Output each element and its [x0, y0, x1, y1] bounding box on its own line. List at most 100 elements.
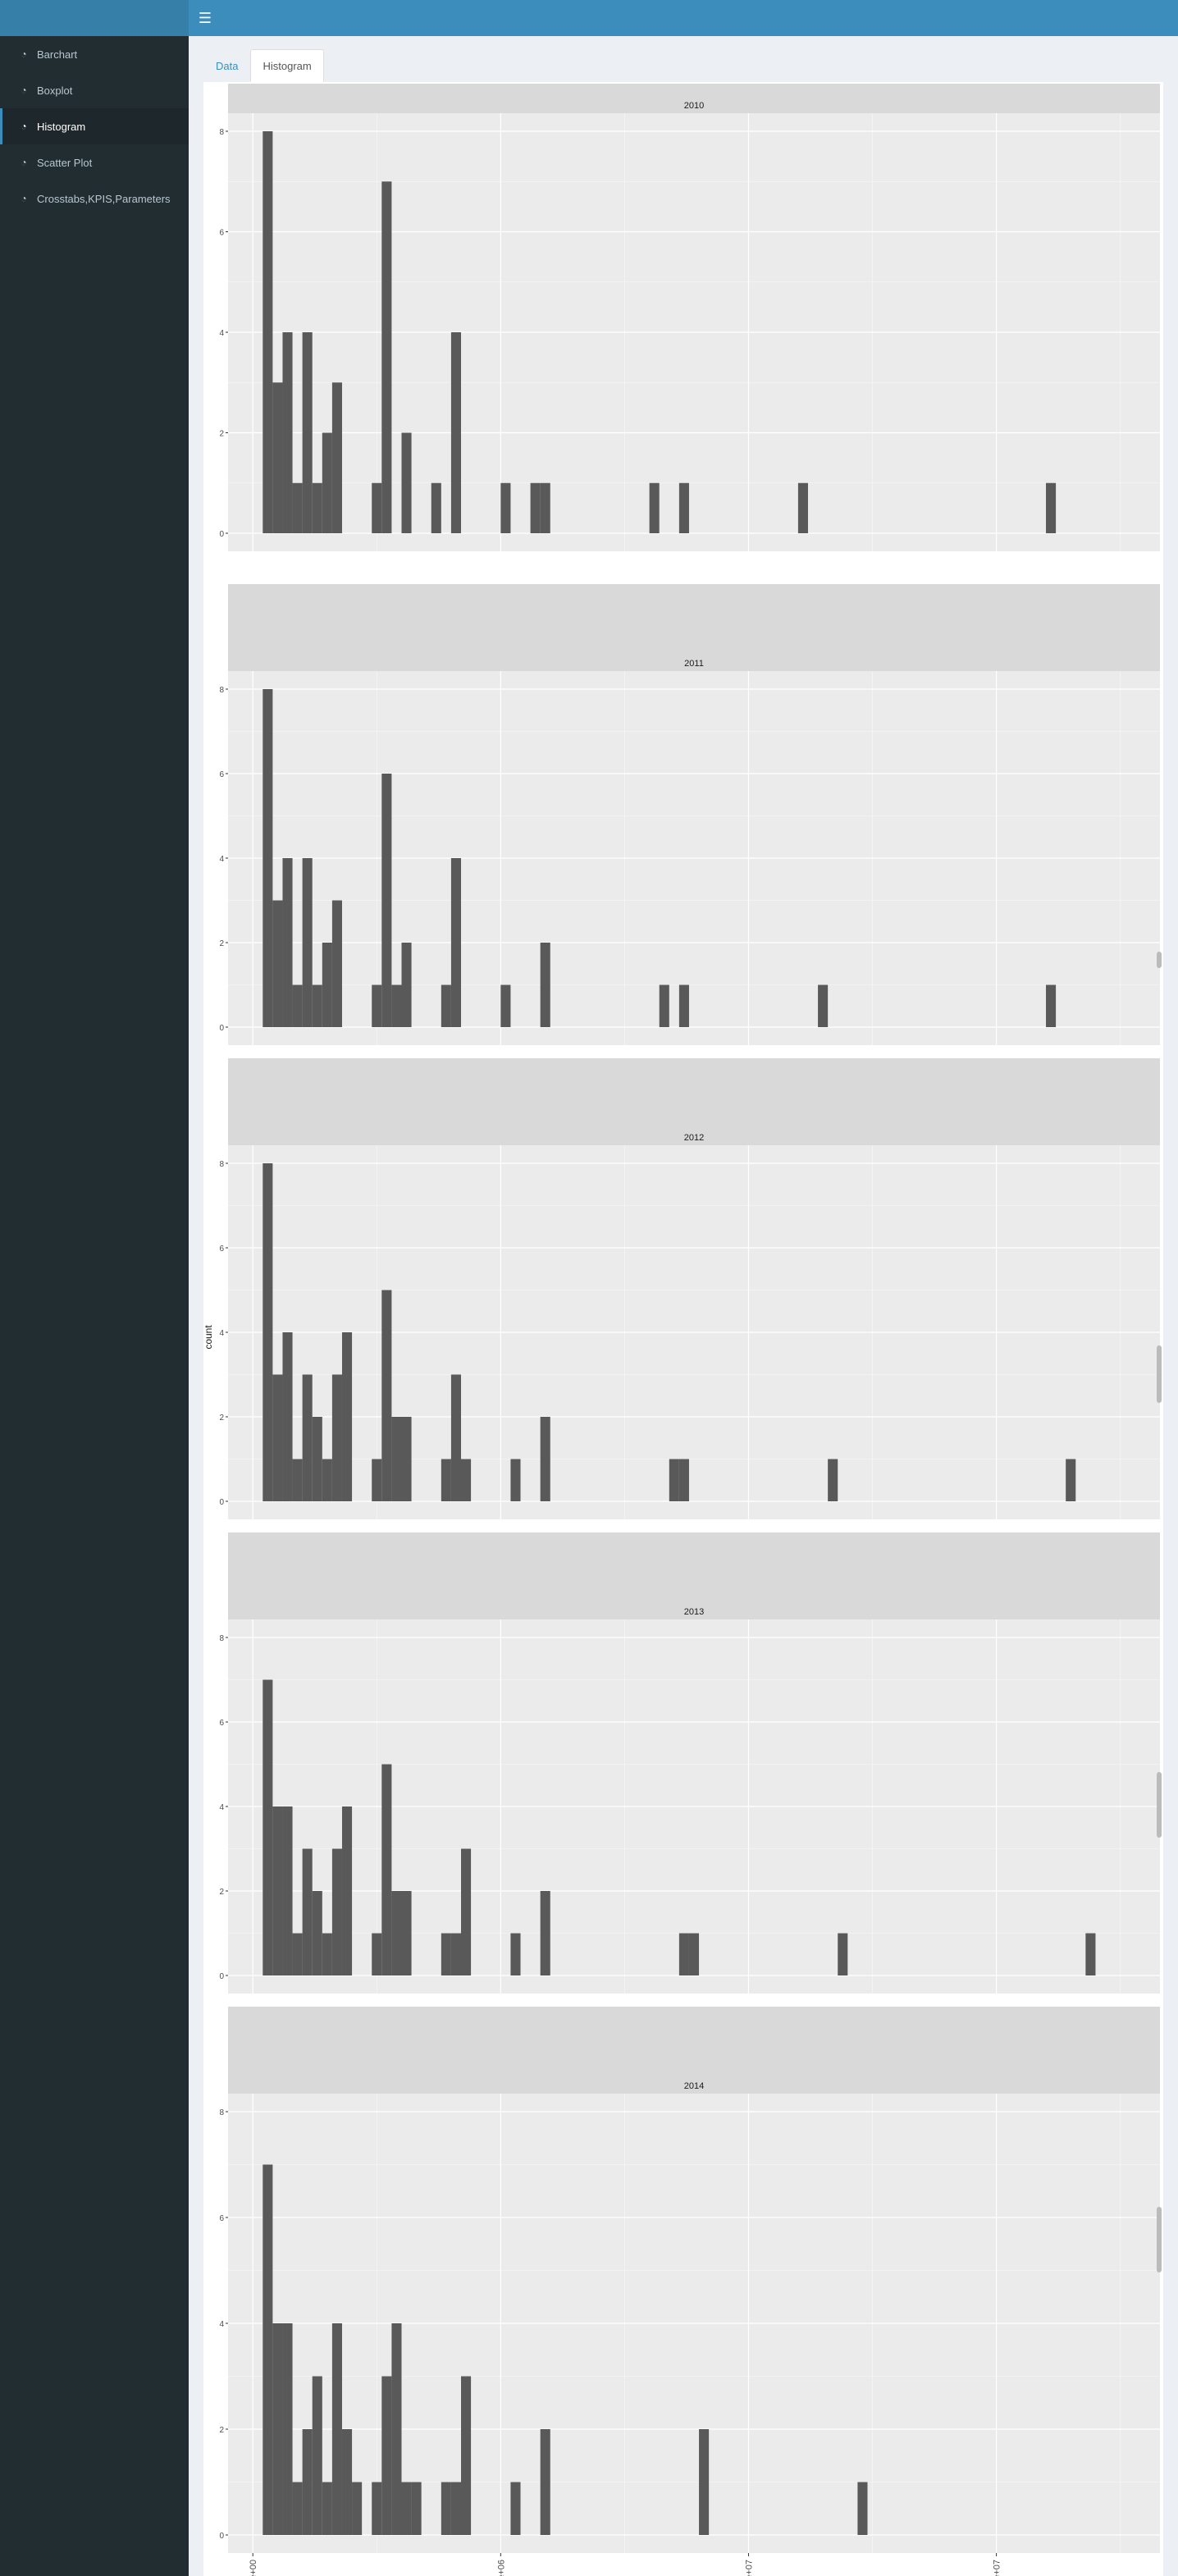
facet-strip: [228, 2007, 1160, 2094]
histogram-bar: [272, 1806, 283, 1975]
histogram-bar: [263, 1679, 273, 1975]
y-tick-label: 2: [219, 430, 224, 439]
histogram-bar: [292, 984, 303, 1027]
histogram-bar: [857, 2482, 868, 2535]
y-tick-label: 0: [219, 1024, 224, 1033]
y-tick-label: 0: [219, 2532, 224, 2541]
y-tick-label: 6: [219, 770, 224, 779]
facet-strip: [228, 84, 1160, 113]
histogram-bar: [450, 2482, 461, 2535]
histogram-bar: [372, 2482, 382, 2535]
histogram-bar: [312, 482, 322, 533]
histogram-bar: [312, 2376, 322, 2535]
dashboard-icon: ◔: [21, 84, 27, 96]
histogram-bar: [322, 1459, 332, 1501]
histogram-bar: [302, 1848, 313, 1975]
tab-data[interactable]: Data: [216, 60, 239, 72]
sidebar-item-barchart[interactable]: ◔ Barchart: [0, 36, 189, 72]
y-tick-label: 4: [219, 855, 224, 864]
histogram-bar: [669, 1459, 679, 1501]
y-tick-label: 8: [219, 686, 224, 695]
histogram-bar: [263, 131, 273, 533]
scrollbar-thumb[interactable]: [1157, 1772, 1162, 1838]
y-tick-label: 4: [219, 329, 224, 338]
histogram-bar: [312, 1891, 322, 1975]
histogram-bar: [540, 1891, 550, 1975]
histogram-bar: [530, 482, 541, 533]
histogram-bar: [312, 1417, 322, 1501]
histogram-bar: [282, 858, 293, 1027]
histogram-bar: [292, 1459, 303, 1501]
y-tick-label: 6: [219, 2214, 224, 2223]
histogram-bar: [272, 900, 283, 1027]
scrollbar-thumb[interactable]: [1157, 952, 1162, 968]
scrollbar-thumb[interactable]: [1157, 2207, 1162, 2272]
y-tick-label: 2: [219, 1888, 224, 1897]
histogram-bar: [372, 482, 382, 533]
histogram-bar: [302, 1374, 313, 1501]
histogram-bar: [649, 482, 660, 533]
histogram-bar: [678, 1933, 689, 1975]
dashboard-icon: ◔: [21, 157, 27, 168]
x-tick-label: 1.0e+07: [744, 2560, 754, 2576]
histogram-bar: [282, 1806, 293, 1975]
y-tick-label: 4: [219, 2320, 224, 2329]
x-tick-label: 0.0e+00: [249, 2560, 258, 2576]
y-tick-label: 6: [219, 229, 224, 238]
histogram-bar: [282, 332, 293, 533]
histogram-bar: [381, 2376, 392, 2535]
histogram-bar: [540, 2429, 550, 2535]
histogram-bar: [441, 1933, 451, 1975]
histogram-bar: [322, 943, 332, 1027]
histogram-bar: [461, 2376, 472, 2535]
histogram-bar: [510, 1933, 521, 1975]
sidebar-item-boxplot[interactable]: ◔ Boxplot: [0, 72, 189, 108]
sidebar-item-crosstabs-kpis-parameters[interactable]: ◔ Crosstabs,KPIS,Parameters: [0, 180, 189, 217]
histogram-bar: [331, 1374, 342, 1501]
y-tick-label: 0: [219, 530, 224, 539]
histogram-panel: 2010 0 2 4 6 8 2011 0 2 4 6 8 2012 0 2 4 6 8 2013 0 2 4 6 8 2014…: [203, 82, 1163, 2576]
histogram-bar: [461, 1459, 472, 1501]
facet-strip-label: 2011: [684, 659, 704, 669]
histogram-bar: [450, 1374, 461, 1501]
histogram-bar: [450, 332, 461, 533]
histogram-bar: [510, 2482, 521, 2535]
y-tick-label: 2: [219, 1414, 224, 1423]
histogram-bar: [1085, 1933, 1096, 1975]
y-tick-label: 6: [219, 1719, 224, 1728]
histogram-bar: [441, 984, 451, 1027]
histogram-bar: [372, 984, 382, 1027]
histogram-bar: [331, 2323, 342, 2535]
histogram-bar: [282, 2323, 293, 2535]
histogram-bar: [401, 1417, 412, 1501]
scrollbar-thumb[interactable]: [1157, 1345, 1162, 1403]
facet-strip: [228, 584, 1160, 671]
histogram-bar: [401, 2482, 412, 2535]
facet-strip-label: 2013: [684, 1607, 704, 1617]
histogram-bar: [331, 900, 342, 1027]
hamburger-icon[interactable]: ☰: [198, 10, 212, 26]
histogram-bar: [441, 2482, 451, 2535]
logo-area: [0, 0, 189, 36]
tab-histogram[interactable]: Histogram: [250, 49, 324, 82]
histogram-bar: [828, 1459, 838, 1501]
facet-strip-label: 2010: [684, 101, 704, 111]
histogram-bar: [391, 984, 402, 1027]
histogram-bar: [391, 1891, 402, 1975]
y-tick-label: 8: [219, 1160, 224, 1169]
histogram-bar: [510, 1459, 521, 1501]
histogram-bar: [431, 482, 441, 533]
histogram-bar: [322, 2482, 332, 2535]
histogram-bar: [678, 482, 689, 533]
facet-strip-label: 2014: [684, 2081, 704, 2091]
sidebar-item-scatter-plot[interactable]: ◔ Scatter Plot: [0, 144, 189, 180]
histogram-bar: [391, 1417, 402, 1501]
sidebar-item-histogram[interactable]: ◔ Histogram: [0, 108, 189, 144]
histogram-bar: [1046, 984, 1057, 1027]
histogram-bar: [411, 2482, 422, 2535]
histogram-bar: [292, 2482, 303, 2535]
histogram-bar: [302, 332, 313, 533]
histogram-bar: [540, 482, 550, 533]
tab-bar: Data Histogram: [203, 49, 324, 82]
sidebar-item-label: Histogram: [37, 120, 86, 133]
